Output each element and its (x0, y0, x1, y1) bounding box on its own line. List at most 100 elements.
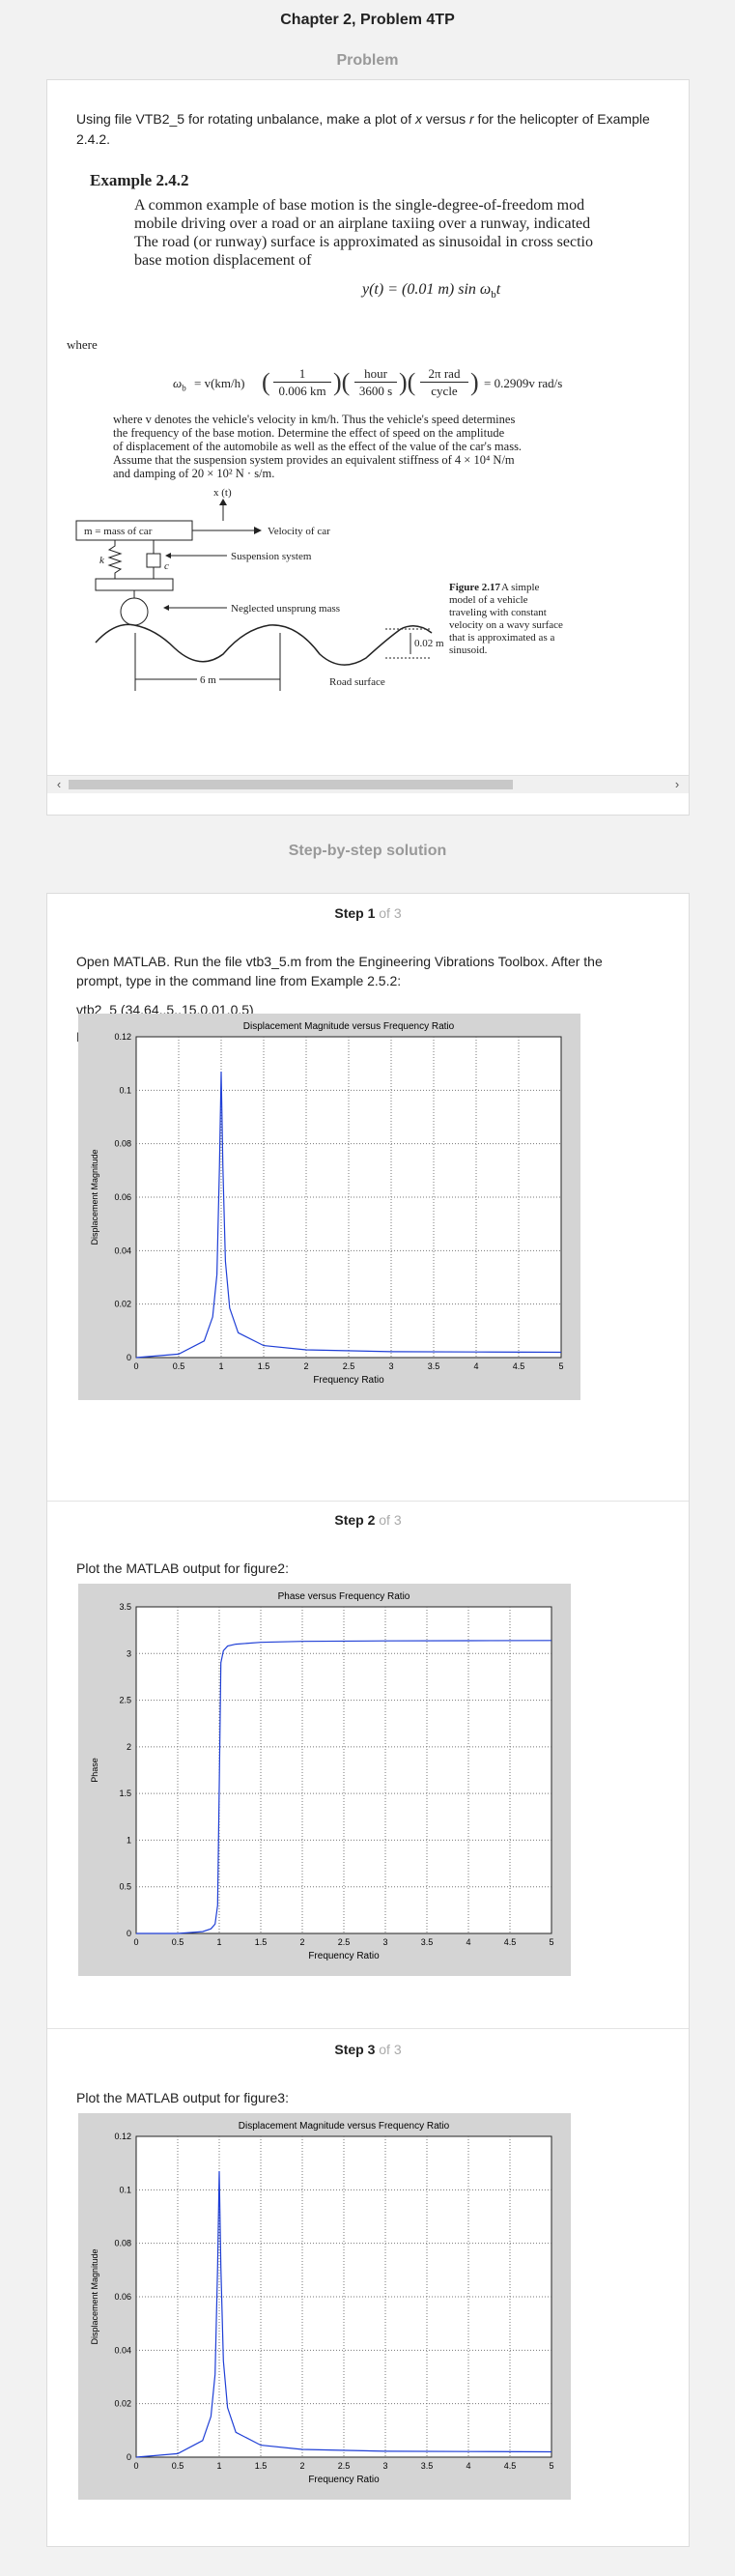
chart-title: Phase versus Frequency Ratio (278, 1591, 410, 1602)
caption-line: velocity on a wavy surface (449, 619, 563, 631)
k-label: k (99, 555, 105, 566)
equation-displacement: y(t) = (0.01 m) sin ωbt (362, 281, 501, 301)
x-tick-label: 1.5 (255, 2461, 268, 2471)
x-tick-label: 2 (299, 1937, 304, 1947)
caption-line: model of a vehicle (449, 594, 528, 606)
x-tick-label: 3 (388, 1361, 393, 1371)
x-tick-label: 2 (299, 2461, 304, 2471)
x-tick-label: 0.5 (172, 2461, 184, 2471)
y-tick-label: 0.02 (114, 1300, 131, 1309)
y-tick-label: 0.04 (114, 1245, 131, 1255)
x-tick-label: 5 (558, 1361, 563, 1371)
figure-caption-bold: Figure 2.17 (449, 582, 500, 593)
step-3-text: Plot the MATLAB output for figure3: (76, 2090, 289, 2105)
caption-line: traveling with constant (449, 607, 547, 618)
road-label: Road surface (329, 676, 385, 688)
x-axis-label: Frequency Ratio (308, 1951, 380, 1961)
figure2-plot: 0 0.5 1 1.5 2 2.5 3 3.5 4 4.5 5 0 0.5 1 1.5 2 2.5 3 3.5 Pha… (78, 1584, 571, 1976)
scroll-thumb[interactable] (69, 780, 513, 789)
x-tick-label: 1.5 (255, 1937, 268, 1947)
x-tick-label: 3.5 (421, 2461, 434, 2471)
xt-label: x (t) (213, 488, 232, 499)
x-tick-label: 3 (382, 2461, 387, 2471)
problem-statement: Using file VTB2_5 for rotating unbalance… (76, 111, 650, 147)
spring-icon (107, 540, 123, 579)
y-tick-label: 2 (127, 1742, 131, 1752)
suspension-label: Suspension system (231, 551, 312, 562)
scroll-right-icon[interactable]: › (674, 777, 680, 791)
x-tick-label: 0 (133, 2461, 138, 2471)
x-tick-label: 4.5 (513, 1361, 525, 1371)
road-surface-curve (95, 623, 433, 666)
x-tick-label: 3 (382, 1937, 387, 1947)
solution-label: Step-by-step solution (288, 843, 447, 859)
y-axis-label: Phase (90, 1758, 99, 1783)
series-line (135, 1071, 562, 1359)
x-tick-label: 5 (549, 1937, 553, 1947)
y-tick-label: 2.5 (119, 1696, 131, 1705)
example-title: Example 2.4.2 (90, 171, 189, 189)
chart-title: Displacement Magnitude versus Frequency … (243, 1021, 455, 1032)
figure3-plot: 0 0.5 1 1.5 2 2.5 3 3.5 4 4.5 5 0 0.02 0.04 0.06 0.08 0.… (78, 2113, 571, 2500)
c-label: c (164, 560, 169, 572)
y-axis-label: Displacement Magnitude (90, 2248, 99, 2344)
chart-svg: 0 0.5 1 1.5 2 2.5 3 3.5 4 4.5 5 0 0.02 0.04 0.06 0.08 0.… (90, 2121, 554, 2485)
x-tick-label: 2 (303, 1361, 308, 1371)
chart-svg: 0 0.5 1 1.5 2 2.5 3 3.5 4 4.5 5 0 0.5 1 1.5 2 2.5 3 3.5 Pha… (90, 1591, 554, 1961)
y-tick-label: 0.08 (114, 2239, 131, 2248)
y-tick-label: 0.5 (119, 1882, 131, 1892)
y-tick-label: 1.5 (119, 1789, 131, 1798)
step-1-header: Step 1 of 3 (334, 905, 402, 921)
problem-label: Problem (336, 52, 399, 69)
caption-line: A simple (501, 582, 540, 593)
page-title: Chapter 2, Problem 4TP (280, 12, 455, 28)
figure1-plot: 0 0.5 1 1.5 2 2.5 3 3.5 4 4.5 5 0 0.02 0.04 0.06 0.08 0.… (78, 1014, 580, 1400)
wavelength-label: 6 m (200, 674, 216, 686)
mass-label: m = mass of car (84, 526, 153, 537)
x-tick-label: 4.5 (504, 2461, 517, 2471)
y-tick-label: 1 (127, 1835, 131, 1845)
vehicle-base-motion-figure: x (t) m = mass of car Velocity of car k … (75, 488, 563, 691)
y-tick-label: 0.08 (114, 1139, 131, 1149)
problem-card: Using file VTB2_5 for rotating unbalance… (46, 79, 690, 816)
y-tick-label: 0.1 (119, 1085, 131, 1095)
x-tick-label: 4 (466, 2461, 470, 2471)
y-tick-label: 0.12 (114, 2132, 131, 2141)
unsprung-mass-box (95, 578, 174, 591)
example-body: where v denotes the vehicle's velocity i… (113, 413, 523, 480)
x-tick-label: 4 (466, 1937, 470, 1947)
damper-icon (146, 553, 161, 568)
x-tick-label: 0.5 (173, 1361, 185, 1371)
x-axis-label: Frequency Ratio (313, 1375, 384, 1386)
y-tick-label: 0.1 (119, 2185, 131, 2194)
y-tick-label: 3 (127, 1648, 131, 1658)
y-tick-label: 0 (127, 2452, 131, 2462)
x-tick-label: 4 (473, 1361, 478, 1371)
chart-title: Displacement Magnitude versus Frequency … (239, 2121, 450, 2132)
y-tick-label: 0.06 (114, 2292, 131, 2302)
step-3-header: Step 3 of 3 (334, 2042, 402, 2057)
x-axis-label: Frequency Ratio (308, 2475, 380, 2485)
x-tick-label: 3.5 (428, 1361, 440, 1371)
scroll-left-icon[interactable]: ‹ (56, 777, 62, 791)
y-tick-label: 0.06 (114, 1192, 131, 1202)
horizontal-scrollbar[interactable]: ‹ › (47, 775, 689, 793)
y-tick-label: 3.5 (119, 1602, 131, 1612)
x-tick-label: 2.5 (338, 2461, 351, 2471)
x-tick-label: 0.5 (172, 1937, 184, 1947)
x-tick-label: 1.5 (258, 1361, 270, 1371)
y-axis-label: Displacement Magnitude (90, 1149, 99, 1245)
where-label: where (67, 337, 98, 352)
y-tick-label: 0.12 (114, 1032, 131, 1042)
example-viewport[interactable]: Example 2.4.2 A common example of base m… (47, 159, 689, 793)
step-2-text: Plot the MATLAB output for figure2: (76, 1560, 289, 1576)
example-paragraph: A common example of base motion is the s… (134, 197, 593, 269)
step-2-header: Step 2 of 3 (334, 1512, 402, 1528)
solution-card: Step 1 of 3 Open MATLAB. Run the file vt… (46, 893, 690, 2547)
x-tick-label: 2.5 (338, 1937, 351, 1947)
y-tick-label: 0 (127, 1353, 131, 1362)
x-tick-label: 1 (216, 2461, 221, 2471)
series-line (135, 2170, 552, 2458)
amplitude-label: 0.02 m (414, 638, 444, 649)
x-tick-label: 4.5 (504, 1937, 517, 1947)
